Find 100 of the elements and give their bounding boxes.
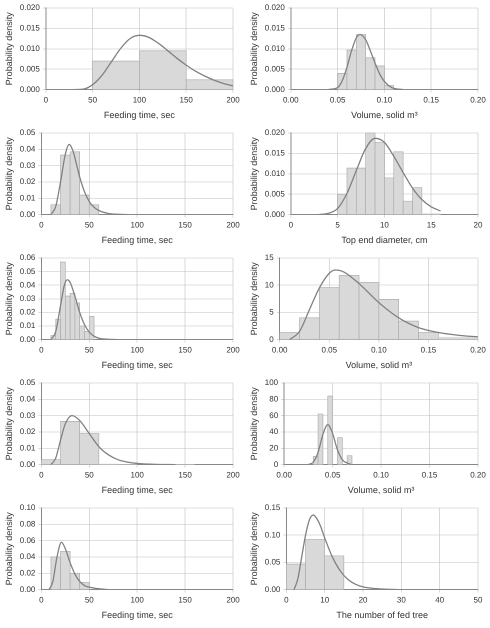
y-tick-label: 0.01: [20, 443, 36, 452]
y-tick-label: 0.04: [20, 394, 36, 404]
y-axis-title: Probability density: [4, 512, 14, 586]
x-axis-title: Volume, solid m³: [346, 360, 412, 370]
x-tick-label: 200: [226, 470, 240, 480]
x-tick-label: 50: [84, 346, 94, 355]
x-tick-label: 0.10: [373, 470, 390, 480]
y-tick-label: 0.02: [20, 568, 36, 578]
y-tick-label: 0.00: [20, 210, 36, 219]
y-axis-title: Probability density: [248, 12, 259, 86]
y-tick-label: 0.02: [20, 177, 36, 186]
x-tick-label: 100: [130, 470, 144, 480]
x-tick-label: 0.10: [376, 96, 393, 105]
y-tick-label: 0.020: [20, 3, 40, 12]
x-tick-label: 0.00: [276, 470, 292, 480]
x-tick-label: 200: [226, 346, 240, 355]
x-tick-label: 0.05: [321, 346, 338, 355]
x-tick-label: 150: [178, 470, 192, 480]
x-tick-label: 200: [226, 596, 240, 605]
x-axis-title: Feeding time, sec: [102, 360, 174, 370]
y-tick-label: 0.06: [20, 253, 36, 262]
x-tick-label: 0.20: [470, 470, 486, 480]
x-axis-title: The number of fed tree: [336, 610, 428, 620]
x-tick-label: 30: [396, 596, 406, 605]
x-axis-title: Feeding time, sec: [104, 110, 176, 120]
y-tick-label: 0.00: [20, 584, 36, 594]
x-tick-label: 50: [88, 96, 98, 105]
x-tick-label: 50: [474, 596, 483, 605]
y-tick-label: 0.10: [264, 530, 281, 540]
y-tick-label: 0.10: [20, 503, 36, 512]
x-tick-label: 15: [426, 220, 436, 230]
x-tick-label: 0.20: [470, 346, 486, 355]
y-tick-label: 0.015: [264, 24, 286, 33]
x-tick-label: 5: [335, 220, 340, 230]
y-tick-label: 5: [269, 308, 274, 317]
y-tick-label: 0.015: [20, 24, 40, 33]
x-tick-label: 0.15: [423, 96, 440, 105]
y-tick-label: 0.00: [20, 334, 36, 344]
x-tick-label: 150: [178, 346, 192, 355]
x-tick-label: 150: [178, 220, 192, 230]
x-tick-label: 50: [84, 596, 94, 605]
y-tick-label: 0.00: [20, 460, 36, 469]
x-tick-label: 0.00: [283, 96, 300, 105]
x-tick-label: 0.05: [330, 96, 346, 105]
y-tick-label: 0.02: [20, 427, 36, 436]
y-tick-label: 0.015: [264, 148, 286, 158]
y-axis-title: Probability density: [4, 386, 14, 460]
y-tick-label: 80: [269, 394, 279, 404]
y-axis-title: Probability density: [4, 136, 14, 210]
y-tick-label: 0.010: [264, 44, 286, 54]
x-tick-label: 0.15: [422, 470, 438, 480]
x-tick-label: 40: [435, 596, 445, 605]
y-tick-label: 0.05: [20, 378, 36, 388]
y-axis-title: Probability density: [248, 512, 259, 586]
y-tick-label: 60: [269, 410, 279, 420]
y-axis-title: Probability density: [4, 12, 14, 86]
y-tick-label: 0.05: [264, 558, 281, 567]
y-axis-title: Probability density: [4, 262, 14, 336]
x-axis-title: Feeding time, sec: [102, 610, 174, 620]
y-tick-label: 0.005: [264, 64, 286, 74]
y-tick-label: 0.01: [20, 193, 36, 202]
x-tick-label: 100: [130, 346, 144, 355]
y-tick-label: 0.005: [264, 189, 286, 198]
x-tick-label: 10: [320, 596, 330, 605]
y-tick-label: 0.010: [264, 169, 286, 178]
x-axis-title: Top end diameter, cm: [341, 235, 428, 246]
y-tick-label: 0.05: [20, 128, 36, 138]
y-tick-label: 20: [269, 443, 279, 452]
y-tick-label: 40: [269, 427, 279, 436]
x-axis-title: Feeding time, sec: [102, 485, 174, 496]
y-tick-label: 0.000: [20, 84, 40, 94]
y-tick-label: 0.000: [264, 210, 286, 219]
x-tick-label: 0: [44, 96, 49, 105]
y-tick-label: 0.04: [20, 144, 36, 154]
x-tick-label: 100: [132, 96, 147, 105]
y-tick-label: 0.04: [20, 552, 36, 562]
x-axis-title: Feeding time, sec: [102, 235, 174, 246]
y-tick-label: 15: [264, 253, 274, 262]
x-tick-label: 200: [226, 96, 240, 105]
y-axis-title: Probability density: [248, 136, 259, 210]
y-tick-label: 0.020: [264, 128, 286, 138]
y-tick-label: 100: [264, 378, 279, 388]
y-tick-label: 10: [264, 280, 274, 290]
x-tick-label: 100: [130, 596, 144, 605]
y-tick-label: 0.020: [264, 3, 286, 12]
x-tick-label: 150: [180, 96, 194, 105]
y-tick-label: 0.15: [264, 503, 281, 512]
x-tick-label: 150: [178, 596, 192, 605]
y-tick-label: 0.04: [20, 280, 36, 290]
y-tick-label: 0: [269, 334, 274, 344]
y-tick-label: 0.01: [20, 321, 36, 330]
y-tick-label: 0.010: [20, 44, 40, 54]
x-tick-label: 0.10: [371, 346, 388, 355]
y-tick-label: 0.05: [20, 266, 36, 276]
y-tick-label: 0.03: [20, 160, 36, 170]
y-tick-label: 0.08: [20, 520, 36, 529]
y-tick-label: 0.03: [20, 410, 36, 420]
x-axis-title: Volume, solid m³: [348, 485, 414, 496]
x-tick-label: 0.05: [324, 470, 341, 480]
x-tick-label: 0.20: [470, 96, 486, 105]
